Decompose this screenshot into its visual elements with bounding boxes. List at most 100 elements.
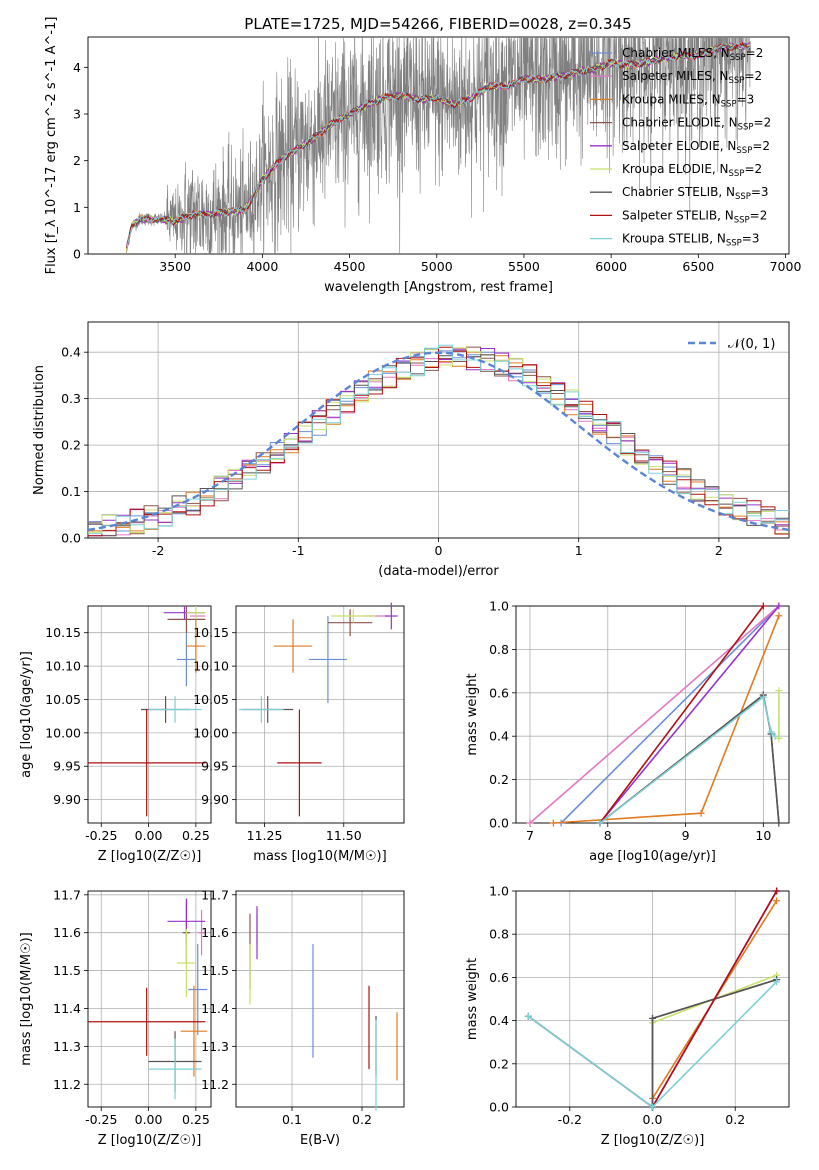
x-axis-label: Z [log10(Z/Z☉)] [98,1133,202,1148]
y-tick-label: 0.0 [489,1100,509,1115]
weight-marker [526,819,534,827]
y-tick-label: 10.00 [193,725,229,740]
y-tick-label: 11.4 [201,1001,229,1016]
x-axis-label: Z [log10(Z/Z☉)] [98,849,202,864]
legend-label: Chabrier ELODIE, NSSP=2 [622,116,771,133]
axes-frame [87,890,212,1108]
weight-marker [697,809,705,817]
y-tick-label: 9.95 [201,759,229,774]
y-tick-label: 0.8 [489,642,509,657]
y-axis-label: mass [log10(M/M☉)] [19,932,34,1065]
x-tick-label: -2 [152,543,164,558]
x-tick-label: 11.25 [247,828,283,843]
legend-label: Kroupa STELIB, NSSP=3 [622,232,760,249]
weight-marker [775,687,783,695]
histogram-8 [88,344,789,535]
x-tick-label: 0.00 [135,828,163,843]
y-tick-label: 0 [73,247,81,262]
y-tick-label: 0.0 [489,816,509,831]
weight-marker [524,1012,532,1020]
legend-label: Salpeter STELIB, NSSP=2 [622,208,767,225]
y-tick-label: 0.2 [489,1056,509,1071]
weight-line-7 [599,605,764,824]
x-tick-label: -0.25 [85,828,117,843]
chart-weight-vs-Z: -0.2 0.0 0.2 0.0 0.2 0.4 0.6 0.8 1.0 Z [log10(Z/Z… [465,884,790,1148]
chart-age-vs-mass: 11.25 11.50 9.90 9.95 10.00 10.05 10.10 10.15 ma… [193,602,405,864]
weight-marker [596,819,604,827]
y-tick-label: 11.5 [201,963,229,978]
x-tick-label: 0.00 [135,1112,163,1127]
weight-line-7 [651,890,778,1108]
x-tick-label: 4500 [334,259,366,274]
x-tick-label: 0.25 [182,828,210,843]
axes-frame [87,321,790,539]
weight-marker [649,1014,656,1022]
y-tick-label: 0.0 [61,531,81,546]
y-tick-label: 0.3 [61,391,81,406]
weight-line-8 [599,695,776,824]
chart-age-vs-Z: -0.25 0.00 0.25 9.90 9.95 10.00 10.05 10.10 10.1… [19,605,212,864]
x-axis-label: wavelength [Angstrom, rest frame] [324,280,553,295]
model-line-8 [125,42,750,247]
y-axis-label: Flux [f_λ 10^-17 erg cm^-2 s^-1 A^-1] [44,17,59,275]
x-tick-label: -0.25 [85,1112,117,1127]
y-tick-label: 0.2 [61,438,81,453]
y-tick-label: 11.2 [53,1077,81,1092]
axes-frame [235,605,405,824]
weight-line-4 [599,605,780,824]
y-tick-label: 10.15 [45,625,81,640]
x-axis-label: E(B-V) [300,1133,340,1148]
y-tick-label: 10.05 [193,692,229,707]
x-tick-label: 6500 [682,259,714,274]
y-tick-label: 11.2 [201,1077,229,1092]
weight-line-0 [560,605,780,824]
x-tick-label: 7 [526,828,534,843]
y-tick-label: 0.6 [489,685,509,700]
x-tick-label: 7000 [770,259,802,274]
y-axis-label: mass weight [465,673,480,755]
legend-label: 𝒩(0, 1) [728,337,775,352]
axes-frame [515,605,790,824]
weight-marker [773,978,781,986]
y-tick-label: 11.6 [53,925,81,940]
legend-label: Chabrier STELIB, NSSP=3 [622,185,769,202]
y-tick-label: 11.4 [53,1001,81,1016]
y-tick-label: 0.2 [489,772,509,787]
chart-spectrum: 3500 4000 4500 5000 5500 6000 6500 7000 0 1 2 3 4 wav… [44,17,802,295]
x-tick-label: 0.0 [643,1112,663,1127]
legend-label: Kroupa ELODIE, NSSP=2 [622,162,762,179]
y-tick-label: 0.4 [61,345,81,360]
y-axis-label: mass weight [465,958,480,1040]
y-tick-label: 10.10 [45,659,81,674]
weight-marker [549,819,557,827]
y-tick-label: 11.7 [201,887,229,902]
x-tick-label: 8 [604,828,612,843]
y-tick-label: 11.7 [53,887,81,902]
legend-label: Kroupa MILES, NSSP=3 [622,92,754,109]
y-axis-label: Normed distribution [32,365,47,495]
x-tick-label: 0.2 [352,1112,372,1127]
figure-title: PLATE=1725, MJD=54266, FIBERID=0028, z=0… [244,15,631,33]
axes-frame [235,890,405,1108]
y-tick-label: 9.90 [53,792,81,807]
x-tick-label: 0.25 [182,1112,210,1127]
y-tick-label: 11.3 [201,1039,229,1054]
y-tick-label: 4 [73,60,81,75]
weight-marker [767,728,775,736]
weight-marker [759,693,767,701]
x-tick-label: 2 [715,543,723,558]
x-tick-label: 9 [682,828,690,843]
weight-marker [649,1103,656,1111]
panels: 3500 4000 4500 5000 5500 6000 6500 7000 0 1 2 3 4 wav… [19,17,802,1148]
spectrum-data-line [126,37,751,254]
x-axis-label: Z [log10(Z/Z☉)] [601,1133,705,1148]
x-tick-label: 0.1 [282,1112,302,1127]
weight-marker [775,602,783,610]
axes-frame [87,605,212,824]
x-axis-label: (data-model)/error [378,564,499,579]
y-tick-label: 11.3 [53,1039,81,1054]
weight-line-1 [529,605,780,824]
legend-label: Salpeter ELODIE, NSSP=2 [622,139,770,156]
x-tick-label: 4000 [246,259,278,274]
